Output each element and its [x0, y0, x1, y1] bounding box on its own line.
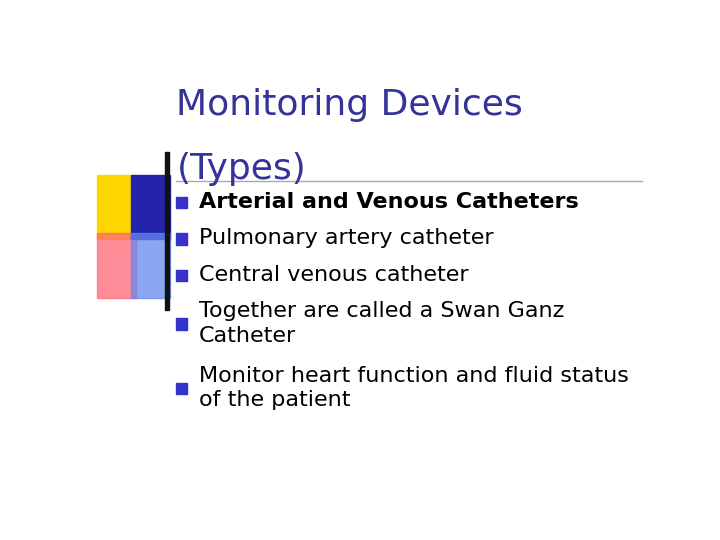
Text: Arterial and Venous Catheters: Arterial and Venous Catheters	[199, 192, 579, 212]
Bar	[176, 197, 186, 208]
Text: Monitor heart function and fluid status
of the patient: Monitor heart function and fluid status …	[199, 366, 629, 410]
Bar	[176, 383, 186, 394]
Bar	[166, 152, 169, 310]
Text: (Types): (Types)	[176, 152, 306, 186]
Text: Pulmonary artery catheter: Pulmonary artery catheter	[199, 228, 493, 248]
Bar	[131, 175, 170, 239]
Text: Together are called a Swan Ganz
Catheter: Together are called a Swan Ganz Catheter	[199, 301, 564, 346]
Text: Monitoring Devices: Monitoring Devices	[176, 87, 523, 122]
Text: Central venous catheter: Central venous catheter	[199, 265, 469, 285]
Bar	[97, 233, 136, 298]
Bar	[97, 175, 136, 239]
Bar	[176, 233, 186, 245]
Bar	[176, 319, 186, 330]
Bar	[176, 269, 186, 281]
Bar	[131, 233, 170, 298]
